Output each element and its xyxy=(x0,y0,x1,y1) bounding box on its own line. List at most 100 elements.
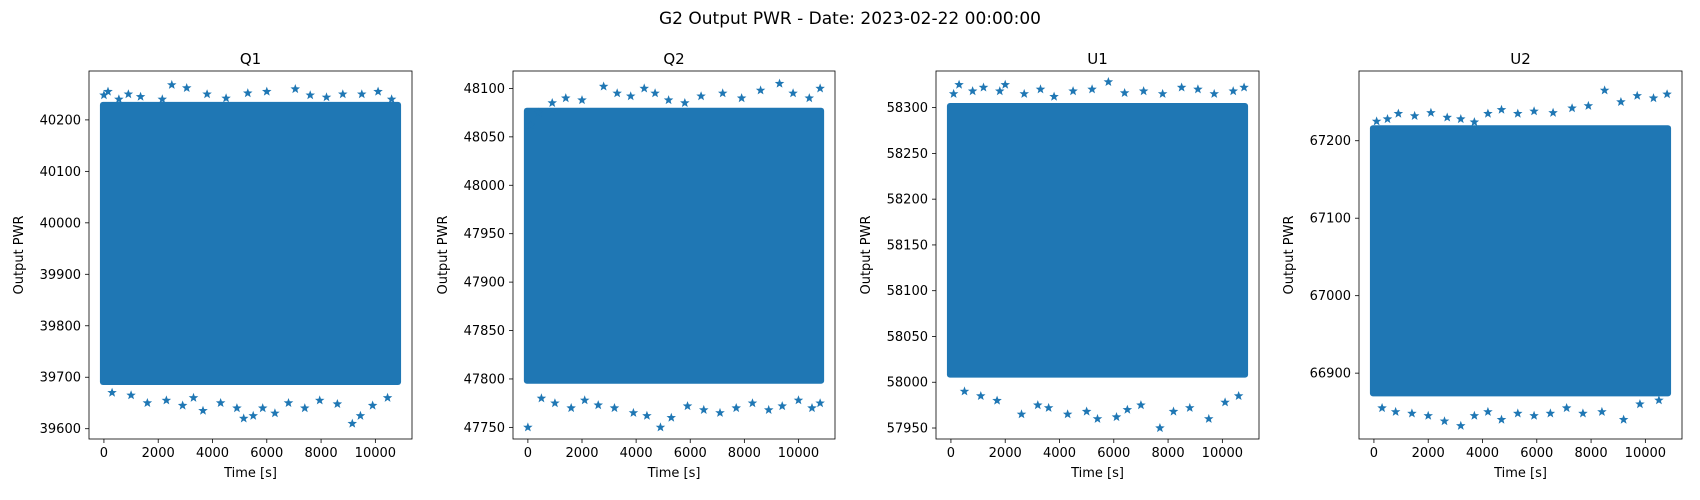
x-tick-label: 6000 xyxy=(674,446,707,461)
data-point xyxy=(747,398,758,408)
data-point xyxy=(1035,84,1046,94)
data-point xyxy=(1483,406,1493,416)
y-tick-label: 47800 xyxy=(464,372,505,387)
y-tick-label: 67200 xyxy=(1310,134,1351,149)
data-point xyxy=(1185,402,1195,412)
data-point xyxy=(114,94,124,104)
data-point xyxy=(202,89,212,99)
subplot-u2: 0 2000 4000 6000 8000 10000 66900 67000 67100 672… xyxy=(1282,50,1683,481)
data-point xyxy=(321,92,332,102)
y-tick-label: 58150 xyxy=(887,238,928,253)
data-point xyxy=(992,395,1002,405)
data-point xyxy=(1193,84,1203,94)
data-point xyxy=(1456,420,1466,430)
x-axis-label: Time [s] xyxy=(1070,466,1124,481)
data-point xyxy=(976,391,986,400)
data-point xyxy=(666,412,676,422)
data-point xyxy=(561,93,571,103)
data-point xyxy=(239,413,249,423)
y-tick-label: 47850 xyxy=(464,324,505,339)
data-point xyxy=(755,85,766,95)
x-tick-label: 6000 xyxy=(1097,446,1130,461)
y-tick-label: 47900 xyxy=(464,276,505,291)
data-point xyxy=(1168,406,1179,416)
data-point xyxy=(959,386,970,396)
data-point xyxy=(1635,399,1645,409)
data-point xyxy=(1043,402,1054,412)
data-point xyxy=(807,403,817,413)
data-point xyxy=(1068,86,1078,96)
y-tick-label: 40200 xyxy=(40,113,81,128)
data-point xyxy=(1578,408,1588,418)
data-point xyxy=(550,398,560,408)
data-point xyxy=(1062,409,1073,419)
y-tick-label: 58250 xyxy=(887,147,928,162)
data-point xyxy=(232,403,242,413)
data-point xyxy=(215,398,226,407)
subplot-q1: 0 2000 4000 6000 8000 10000 39600 39700 39800 399… xyxy=(12,50,413,481)
data-point xyxy=(382,392,393,402)
subplot-title: Q2 xyxy=(663,50,684,68)
data-point xyxy=(367,400,378,410)
data-point xyxy=(1000,79,1010,89)
data-point xyxy=(1228,86,1238,96)
data-point xyxy=(1220,397,1230,407)
data-point xyxy=(1209,88,1219,98)
data-point xyxy=(566,403,576,413)
x-tick-label: 8000 xyxy=(1575,446,1608,461)
subplot-grid: 0 2000 4000 6000 8000 10000 39600 39700 39800 399… xyxy=(12,50,1683,481)
subplot-q2: 0 2000 4000 6000 8000 10000 47750 47800 47850 479… xyxy=(436,50,836,481)
data-point xyxy=(1496,104,1507,114)
x-tick-label: 4000 xyxy=(1043,446,1076,461)
data-point xyxy=(978,82,989,92)
data-point xyxy=(523,422,533,432)
data-point xyxy=(305,90,315,100)
data-band xyxy=(1369,125,1672,397)
data-point xyxy=(373,86,383,96)
y-tick-label: 40100 xyxy=(40,165,81,180)
data-point xyxy=(1513,108,1523,118)
data-point xyxy=(626,91,636,101)
data-point xyxy=(386,94,397,104)
data-point xyxy=(534,107,544,117)
y-axis-label: Output PWR xyxy=(1282,215,1297,294)
x-tick-label: 2000 xyxy=(1412,446,1445,461)
data-point xyxy=(1456,114,1466,124)
data-point xyxy=(347,418,357,428)
data-point xyxy=(248,410,258,420)
data-point xyxy=(243,88,253,98)
data-point xyxy=(663,95,674,105)
data-point xyxy=(1409,110,1420,120)
x-axis-label: Time [s] xyxy=(1493,466,1547,481)
data-point xyxy=(161,395,172,405)
y-tick-label: 58300 xyxy=(887,101,928,116)
y-tick-label: 48000 xyxy=(464,179,505,194)
data-point xyxy=(1423,410,1433,420)
data-point xyxy=(1469,117,1480,127)
data-point xyxy=(1019,88,1029,98)
y-tick-label: 58200 xyxy=(887,193,928,208)
data-point xyxy=(167,79,177,89)
data-point xyxy=(126,390,136,400)
data-point xyxy=(696,91,706,101)
data-band xyxy=(523,107,825,384)
y-tick-label: 39800 xyxy=(40,319,81,334)
data-point xyxy=(1616,97,1626,106)
data-point xyxy=(270,408,280,418)
y-tick-label: 39700 xyxy=(40,371,81,386)
data-point xyxy=(1469,410,1480,420)
data-point xyxy=(764,404,774,414)
x-tick-label: 0 xyxy=(947,446,955,461)
data-point xyxy=(1529,410,1539,420)
x-axis-label: Time [s] xyxy=(647,466,701,481)
data-point xyxy=(1548,107,1558,117)
data-point xyxy=(1103,77,1114,86)
y-tick-label: 48050 xyxy=(464,130,505,145)
data-point xyxy=(1371,116,1382,126)
data-point xyxy=(1407,408,1417,418)
data-point xyxy=(655,422,666,432)
data-point xyxy=(1382,114,1393,124)
data-point xyxy=(736,93,747,103)
data-point xyxy=(1583,100,1594,110)
